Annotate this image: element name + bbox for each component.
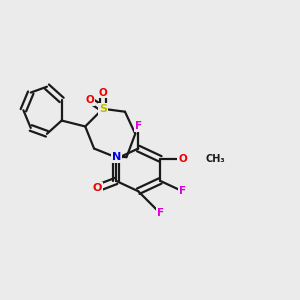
Text: CH₃: CH₃ bbox=[206, 154, 226, 164]
Text: S: S bbox=[99, 104, 107, 114]
Text: F: F bbox=[157, 208, 164, 218]
Text: O: O bbox=[85, 95, 94, 105]
Text: O: O bbox=[178, 154, 187, 164]
Text: O: O bbox=[92, 183, 102, 193]
Text: F: F bbox=[179, 186, 186, 196]
Text: F: F bbox=[135, 122, 142, 131]
Text: O: O bbox=[98, 88, 107, 98]
Text: N: N bbox=[112, 152, 121, 162]
